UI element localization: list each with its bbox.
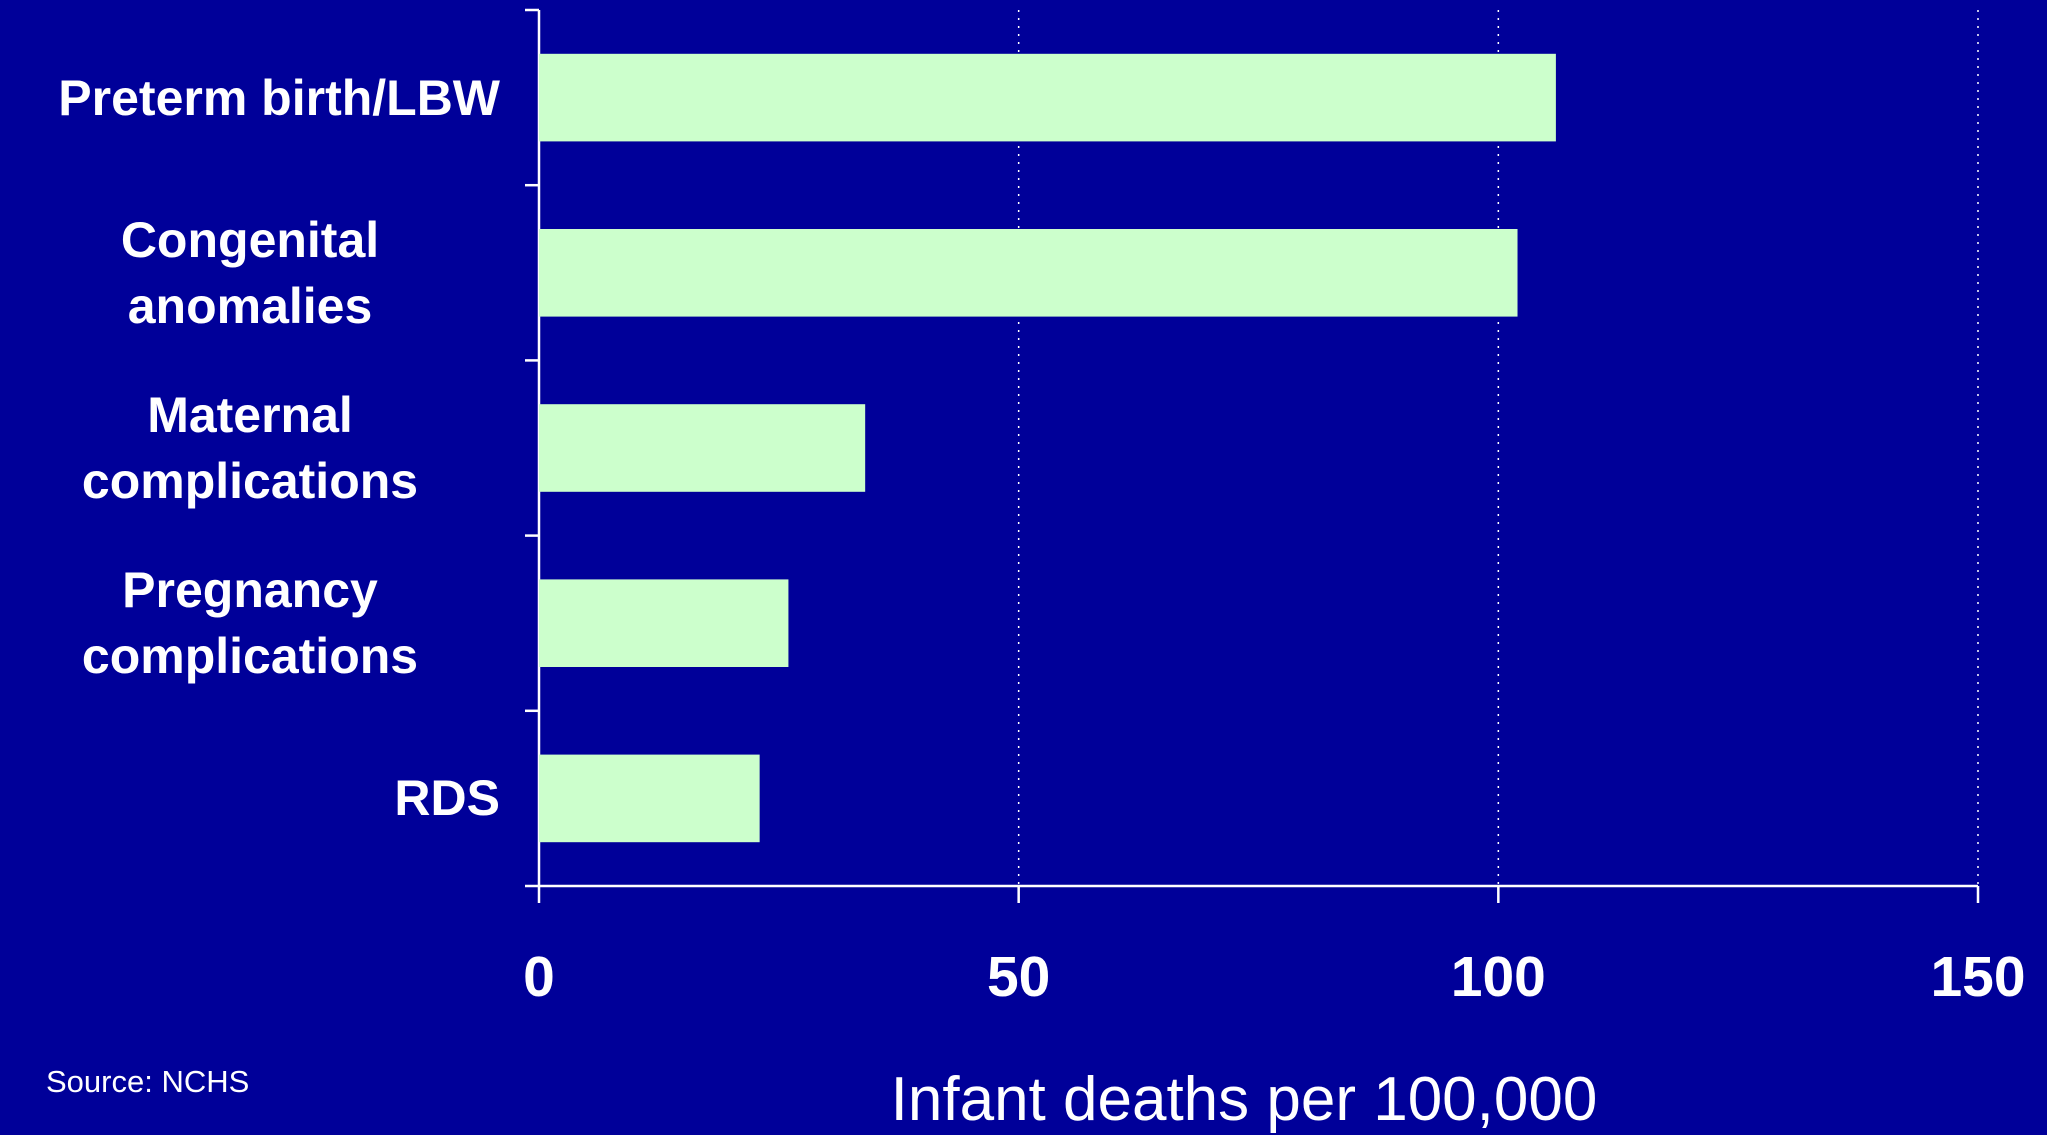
x-tick-label: 50	[987, 945, 1050, 1009]
x-tick-label: 100	[1451, 945, 1546, 1009]
y-label-box: RDS	[0, 711, 500, 886]
bar	[539, 229, 1518, 317]
y-tick-label: Preterm birth/LBW	[58, 69, 500, 126]
y-tick-label: Congenital anomalies	[120, 211, 380, 334]
bar	[539, 53, 1556, 142]
y-tick-label: Maternal complications	[81, 386, 419, 509]
x-tick-label: 0	[523, 945, 555, 1009]
source-note: Source: NCHS	[46, 1064, 250, 1099]
y-label-box: Maternal complications	[0, 360, 500, 535]
y-label-box: Pregnancy complications	[0, 536, 500, 711]
bar	[539, 754, 760, 843]
bar	[539, 404, 866, 492]
y-label-box: Preterm birth/LBW	[0, 10, 500, 185]
x-axis-title: Infant deaths per 100,000	[890, 1065, 1598, 1134]
bar	[539, 579, 789, 667]
y-label-box: Congenital anomalies	[0, 185, 500, 360]
y-tick-label: RDS	[394, 770, 500, 827]
y-tick-label: Pregnancy complications	[81, 562, 419, 685]
x-tick-label: 150	[1930, 945, 2025, 1009]
